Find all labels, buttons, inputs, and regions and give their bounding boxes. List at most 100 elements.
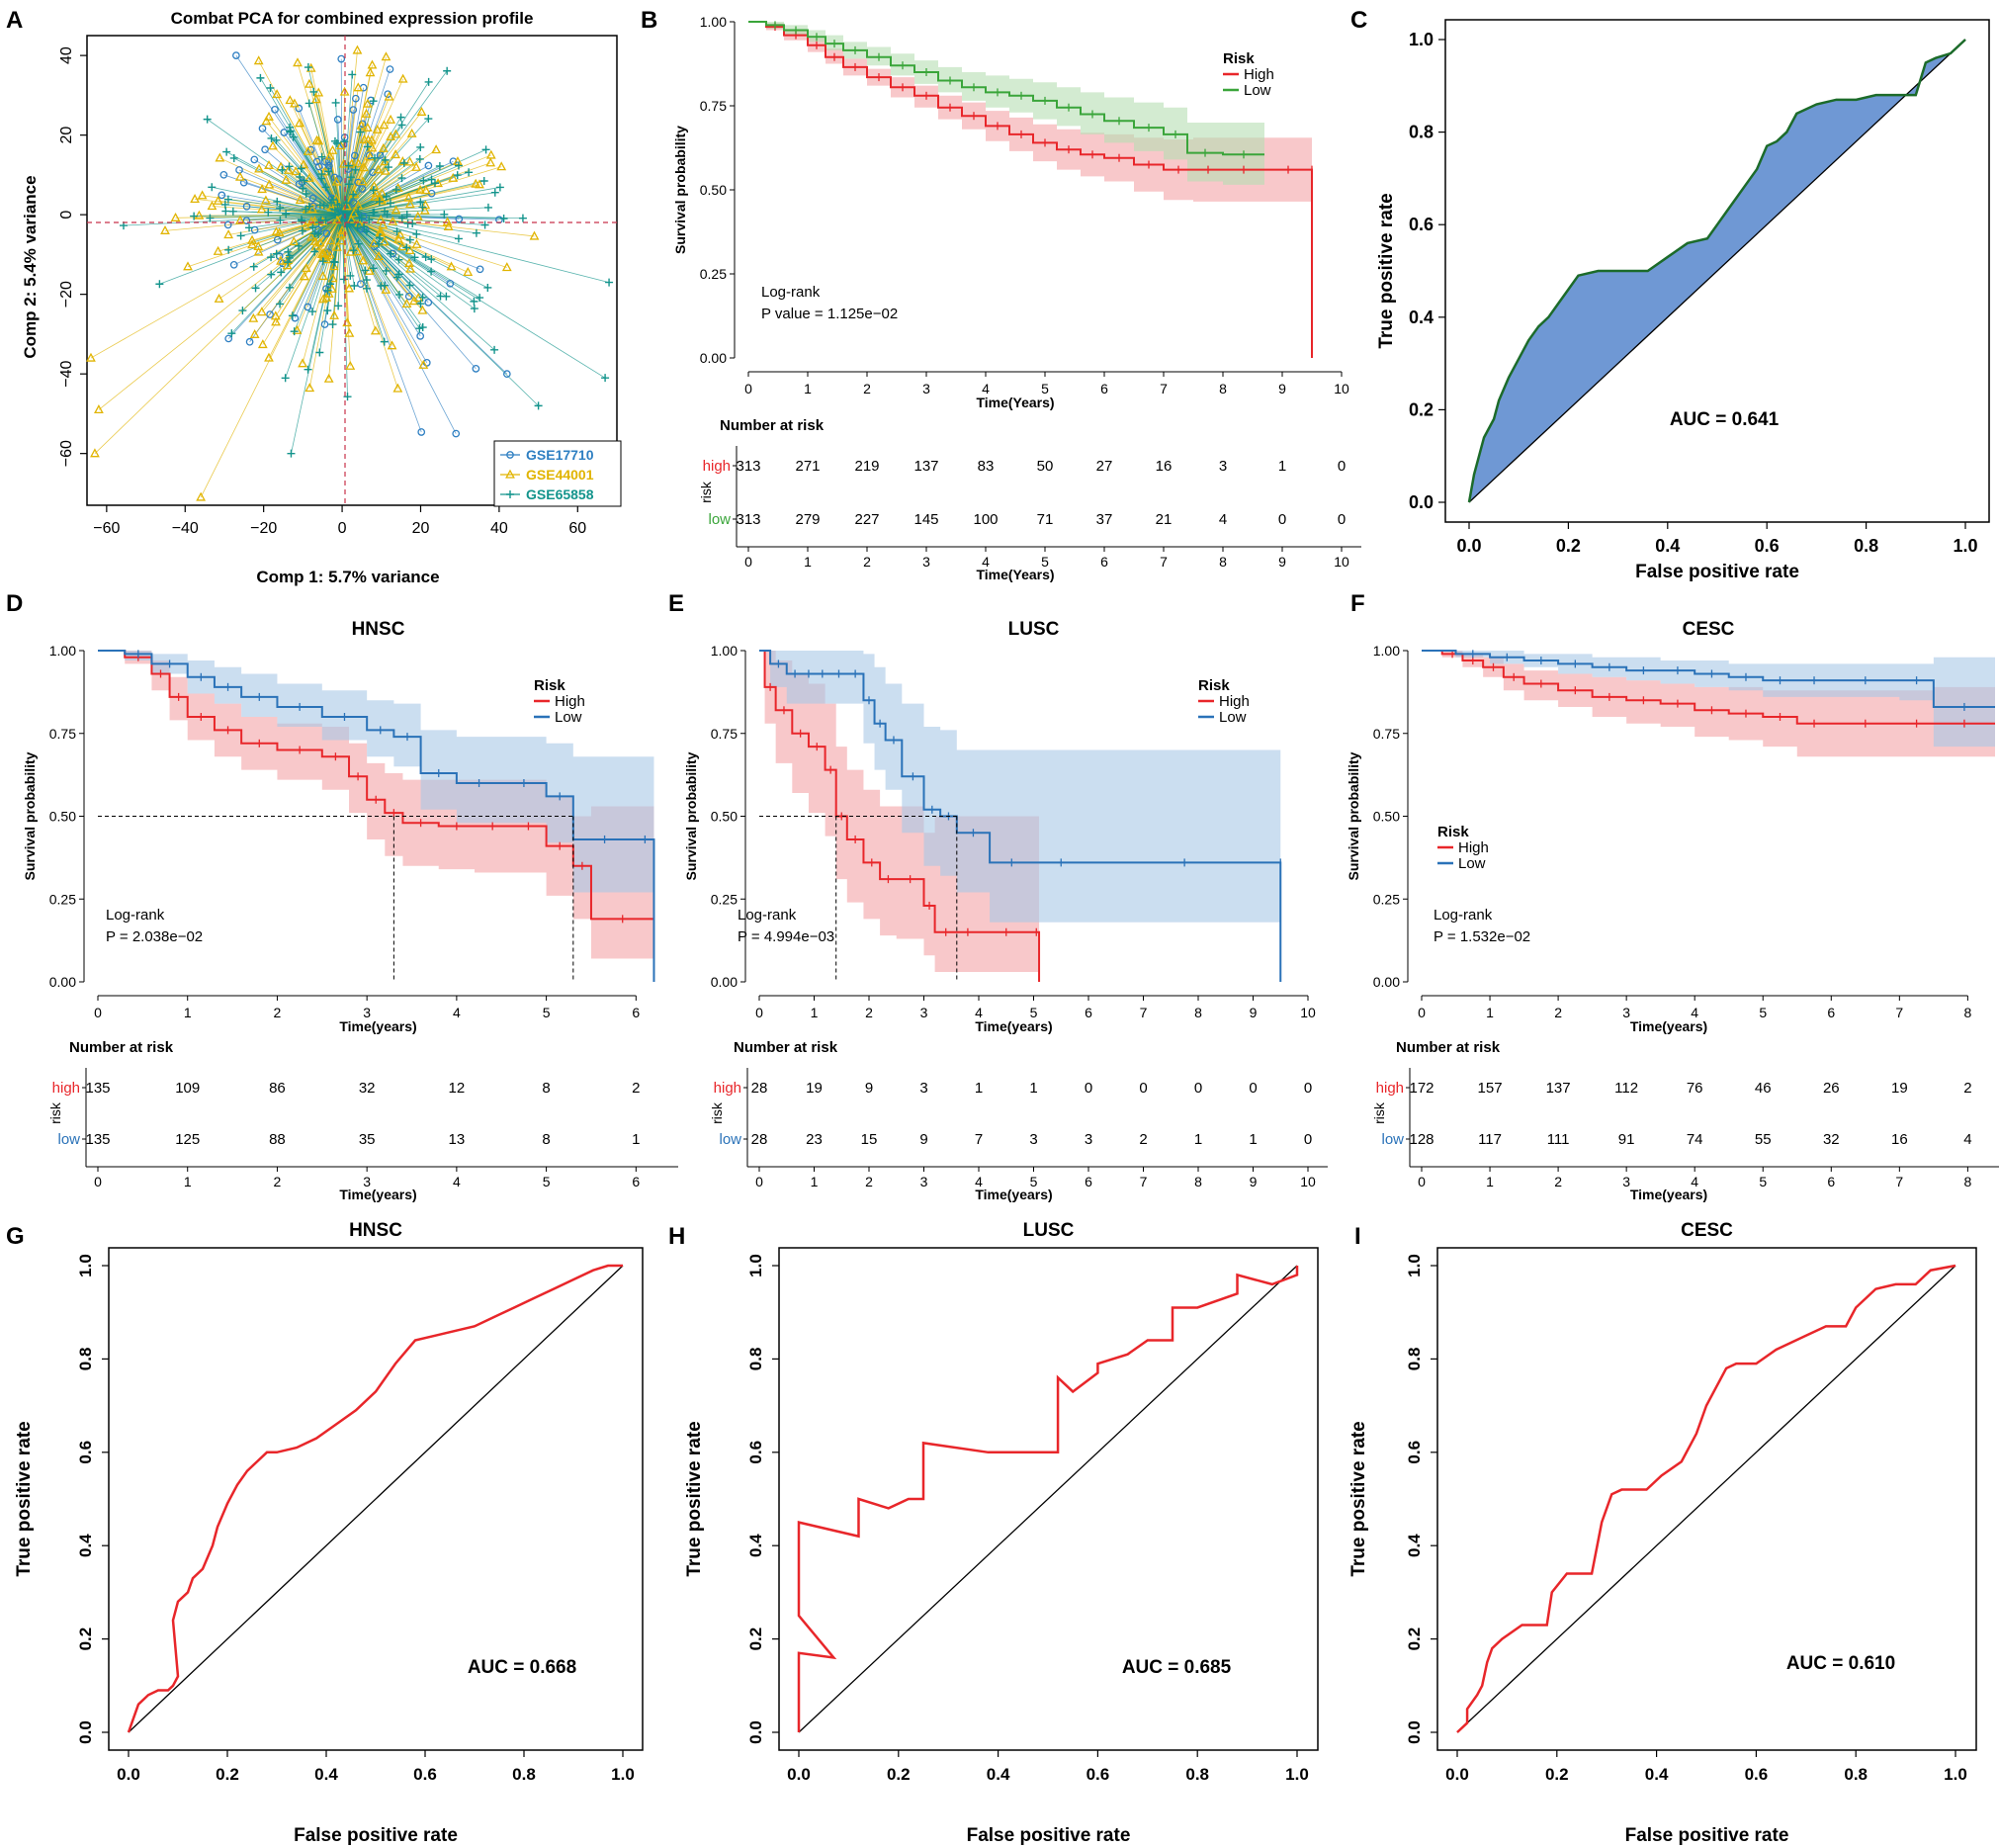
pca-point-gse65858 <box>381 155 390 164</box>
pca-point-gse44001 <box>337 225 347 235</box>
pca-point-gse44001 <box>346 214 357 223</box>
pca-point-gse44001 <box>446 261 457 271</box>
pca-point-gse44001 <box>160 224 170 234</box>
risk-x-tick-label: 5 <box>543 1174 551 1189</box>
pca-point-gse44001 <box>295 195 305 205</box>
pca-point-gse44001 <box>369 237 380 247</box>
km-x-tick-label: 8 <box>1219 381 1227 396</box>
pca-point-gse65858 <box>287 449 296 458</box>
risk-table-title: Number at risk <box>69 1039 174 1056</box>
pca-point-gse65858 <box>362 227 371 236</box>
pca-ray <box>94 214 343 454</box>
risk-cell: 1 <box>1194 1131 1202 1148</box>
risk-x-tick-label: 2 <box>274 1174 282 1189</box>
pca-point-gse17710 <box>357 280 365 289</box>
pca-point-gse65858 <box>427 267 436 276</box>
pca-ray <box>200 214 343 498</box>
pca-point-gse44001 <box>302 263 311 273</box>
risk-x-label: Time(years) <box>1630 1187 1707 1202</box>
pca-point-gse44001 <box>420 185 431 195</box>
pca-point-gse17710 <box>417 428 426 436</box>
pca-y-label: Comp 2: 5.4% variance <box>21 175 40 358</box>
pca-point-gse65858 <box>331 98 340 107</box>
risk-axis-label: risk <box>1371 1101 1387 1124</box>
pca-point-gse17710 <box>386 65 394 73</box>
risk-x-tick-label: 1 <box>811 1174 819 1189</box>
risk-cell: 19 <box>806 1080 823 1097</box>
km-pvalue: P value = 1.125e−02 <box>761 306 898 322</box>
pca-point-gse44001 <box>254 163 264 173</box>
km-x-tick-label: 9 <box>1278 381 1286 396</box>
pca-point-gse44001 <box>256 204 267 214</box>
pca-point-gse44001 <box>260 195 271 205</box>
km-x-tick-label: 8 <box>1194 1005 1202 1020</box>
km-y-tick-label: 1.00 <box>1373 643 1400 659</box>
pca-ray <box>285 215 343 379</box>
roc-y-tick-label: 0.8 <box>1409 123 1434 142</box>
km-legend-label: High <box>555 693 585 710</box>
km-confidence-band-low <box>98 651 654 893</box>
pca-point-gse65858 <box>377 281 386 290</box>
pca-point-gse44001 <box>404 199 415 209</box>
km-y-tick-label: 0.50 <box>1373 809 1400 825</box>
pca-point-gse65858 <box>227 329 236 338</box>
roc-y-tick-label: 0.6 <box>76 1441 95 1464</box>
pca-point-gse44001 <box>293 57 303 67</box>
risk-x-tick-label: 5 <box>1030 1174 1038 1189</box>
pca-point-gse65858 <box>384 163 392 172</box>
risk-row-label: low <box>719 1131 741 1148</box>
km-logrank-label: Log-rank <box>106 907 165 924</box>
pca-ray <box>341 64 373 216</box>
pca-point-gse65858 <box>427 175 436 184</box>
risk-x-tick-label: 4 <box>975 1174 983 1189</box>
risk-x-tick-label: 3 <box>920 1174 928 1189</box>
pca-ray <box>341 215 351 276</box>
pca-ray <box>342 207 488 216</box>
pca-point-gse44001 <box>384 91 394 101</box>
risk-cell: 86 <box>269 1080 286 1097</box>
km-x-tick-label: 8 <box>1963 1005 1971 1020</box>
pca-point-gse44001 <box>190 194 200 204</box>
km-legend-title: Risk <box>1223 50 1255 67</box>
risk-cell: 0 <box>1249 1080 1257 1097</box>
km-y-tick-label: 0.75 <box>711 726 738 742</box>
pca-legend-circle-icon <box>506 451 514 459</box>
pca-point-gse44001 <box>391 149 401 159</box>
roc-x-tick-label: 0.6 <box>1755 536 1780 556</box>
km-x-tick-label: 4 <box>982 381 990 396</box>
pca-point-gse44001 <box>352 44 363 54</box>
roc-x-tick-label: 0.4 <box>1655 536 1680 556</box>
pca-x-tick-label: −60 <box>93 520 120 537</box>
risk-cell: 137 <box>1546 1080 1571 1097</box>
pca-point-gse65858 <box>454 161 463 170</box>
pca-point-gse65858 <box>403 220 412 228</box>
pca-point-gse65858 <box>289 132 298 141</box>
risk-cell: 0 <box>1338 511 1346 528</box>
risk-axis-label: risk <box>47 1101 63 1124</box>
roc-y-tick-label: 1.0 <box>1405 1254 1424 1277</box>
km-curve-high <box>1422 650 1995 725</box>
roc-x-tick-label: 0.8 <box>512 1765 536 1784</box>
risk-cell: 145 <box>913 511 938 528</box>
risk-x-tick-label: 6 <box>1085 1174 1092 1189</box>
km-legend-label: High <box>1458 839 1489 856</box>
risk-cell: 1 <box>632 1131 640 1148</box>
roc-auc-label: AUC = 0.610 <box>1786 1653 1895 1674</box>
roc-x-tick-label: 1.0 <box>1285 1765 1309 1784</box>
roc-plot-cesc: CESC 0.0 0.0 0.2 0.2 0.4 0.4 0.6 0.6 0.8 0.8 1.0 1.0… <box>1348 1220 1977 1846</box>
pca-point-gse17710 <box>232 51 240 59</box>
km-x-tick-label: 0 <box>1418 1005 1426 1020</box>
risk-cell: 100 <box>973 511 998 528</box>
risk-x-tick-label: 8 <box>1219 554 1227 570</box>
pca-point-gse44001 <box>291 166 302 176</box>
pca-point-gse17710 <box>358 185 367 193</box>
roc-curve <box>797 1266 1299 1732</box>
pca-point-gse65858 <box>340 137 349 146</box>
risk-x-tick-label: 8 <box>1194 1174 1202 1189</box>
risk-x-tick-label: 1 <box>184 1174 192 1189</box>
pca-point-gse65858 <box>490 188 499 197</box>
risk-cell: 219 <box>854 458 879 475</box>
pca-point-gse17710 <box>502 370 511 379</box>
pca-point-gse17710 <box>224 334 233 343</box>
